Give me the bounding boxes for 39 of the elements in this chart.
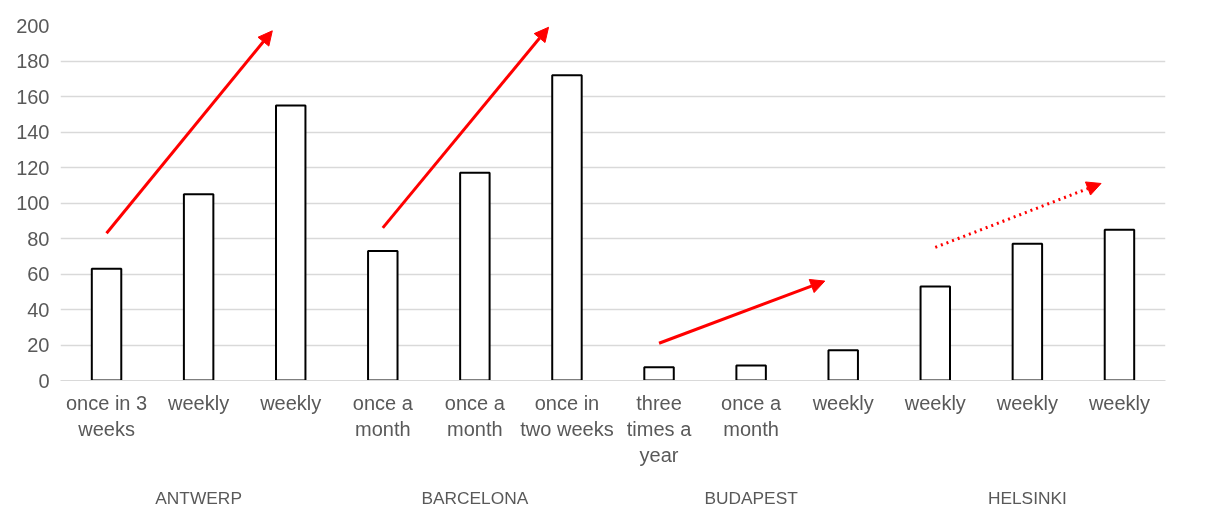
bar [919, 285, 952, 381]
text: ANTWERP [155, 487, 242, 508]
x-tick-label: once a month [444, 391, 506, 440]
y-tick-label: 0 [38, 369, 50, 392]
x-tick-label: once in two weeks [520, 391, 614, 440]
y-tick-label: 180 [16, 50, 50, 72]
bar [182, 193, 215, 381]
y-tick-label: 140 [16, 121, 50, 143]
bar [274, 104, 307, 381]
x-tick-label: once a month [721, 391, 783, 440]
x-tick-label: three times a year [626, 391, 693, 467]
bar [735, 364, 767, 381]
x-tick-label: once a month [352, 391, 414, 440]
bar [459, 171, 491, 381]
y-tick-label: 100 [16, 192, 50, 214]
x-tick-label: weekly [1087, 391, 1151, 414]
y-tick-label: 20 [27, 334, 50, 356]
y-tick-label: 120 [16, 156, 50, 179]
bar [1103, 228, 1136, 381]
y-tick-label: 200 [16, 14, 50, 37]
text: HELSINKI [987, 487, 1067, 508]
y-tick-label: 160 [16, 85, 50, 108]
x-tick-label: weekly [811, 391, 874, 414]
x-tick-label: weekly [903, 391, 966, 414]
x-tick-label: weekly [167, 391, 230, 414]
bar [643, 366, 675, 381]
x-tick-label: once in 3 weeks [65, 391, 148, 440]
y-tick-label: 60 [27, 263, 50, 285]
bar [827, 349, 859, 381]
x-tick-label: weekly [995, 391, 1058, 414]
y-tick-label: 80 [27, 227, 50, 250]
y-tick-label: 40 [27, 298, 50, 321]
bar [367, 249, 399, 381]
text: BUDAPEST [704, 487, 799, 508]
bar [551, 74, 583, 381]
bar [1011, 242, 1044, 381]
x-tick-label: weekly [259, 391, 322, 414]
bar [90, 267, 123, 381]
text: BARCELONA [421, 487, 529, 508]
